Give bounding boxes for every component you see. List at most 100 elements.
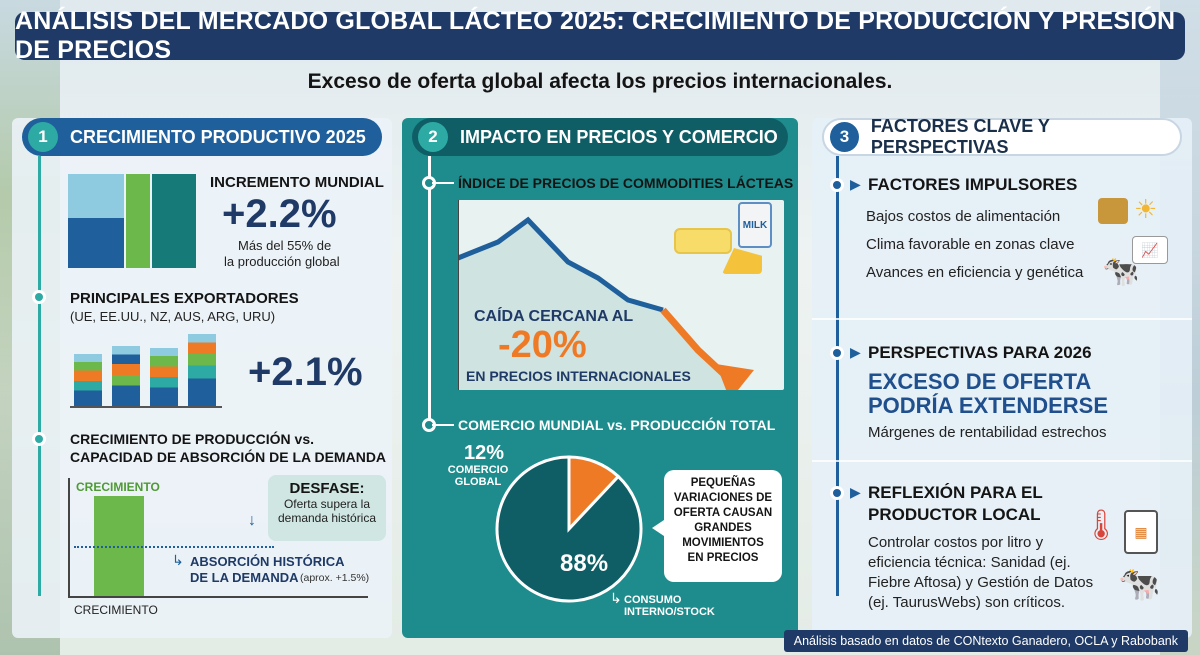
share-block-dark bbox=[68, 218, 124, 268]
timeline-dot-exporters bbox=[32, 290, 46, 304]
callout-line-6: EN PRECIOS bbox=[687, 552, 759, 564]
tablet-data-icon: ▦ bbox=[1124, 510, 1158, 554]
reflection-line-2: eficiencia técnica: Sanidad (ej. bbox=[868, 554, 1071, 571]
panel-2-header: 2 IMPACTO EN PRECIOS Y COMERCIO bbox=[412, 118, 788, 156]
domestic-share-value: 88% bbox=[560, 550, 609, 577]
volatility-callout: PEQUEÑAS VARIACIONES DE OFERTA CAUSAN GR… bbox=[664, 470, 782, 582]
price-chart-area bbox=[457, 200, 784, 400]
callout-line-5: MOVIMIENTOS bbox=[682, 537, 764, 549]
absorption-label-1: ABSORCIÓN HISTÓRICA bbox=[190, 554, 345, 569]
gap-title: DESFASE: bbox=[289, 480, 365, 497]
price-area-fill bbox=[458, 220, 738, 390]
growth-chart-icon: 📈 bbox=[1132, 236, 1168, 264]
timeline-line-3 bbox=[836, 156, 839, 596]
milk-label: MILK bbox=[742, 219, 768, 231]
exporter-bar-3 bbox=[150, 348, 178, 406]
connector-price bbox=[432, 182, 454, 184]
timeline-dot-growth bbox=[32, 432, 46, 446]
growth-title-2: CAPACIDAD DE ABSORCIÓN DE LA DEMANDA bbox=[70, 449, 387, 465]
panel-2-heading: IMPACTO EN PRECIOS Y COMERCIO bbox=[460, 126, 778, 147]
butter-icon bbox=[674, 228, 732, 254]
price-trend-chart bbox=[457, 200, 754, 400]
outlook-big-1: EXCESO DE OFERTA bbox=[868, 369, 1092, 394]
panel-prices-trade: 2 IMPACTO EN PRECIOS Y COMERCIO ÍNDICE D… bbox=[402, 118, 798, 638]
share-block-green bbox=[126, 174, 150, 268]
absorption-note: (aprox. +1.5%) bbox=[300, 572, 370, 584]
outlook-title: PERSPECTIVAS PARA 2026 bbox=[868, 343, 1092, 362]
reflection-line-1: Controlar costos por litro y bbox=[868, 534, 1044, 551]
exporters-title: PRINCIPALES EXPORTADORES bbox=[70, 290, 299, 307]
trade-title: COMERCIO MUNDIAL vs. PRODUCCIÓN TOTAL bbox=[458, 417, 776, 433]
drivers-arrow-icon: ▶ bbox=[850, 176, 861, 192]
callout-line-2: VARIACIONES DE bbox=[673, 492, 773, 504]
callout-line-1: PEQUEÑAS bbox=[690, 477, 756, 489]
price-index-title: ÍNDICE DE PRECIOS DE COMMODITIES LÁCTEAS bbox=[458, 175, 794, 191]
panel-1-number: 1 bbox=[28, 122, 58, 152]
timeline-line-2 bbox=[428, 156, 431, 426]
reflection-title-2: PRODUCTOR LOCAL bbox=[868, 505, 1041, 524]
timeline-dot-reflection bbox=[830, 486, 844, 500]
trade-label-1: COMERCIO bbox=[447, 464, 509, 476]
global-increase-value: +2.2% bbox=[222, 192, 337, 236]
outlook-arrow-icon: ▶ bbox=[850, 344, 861, 360]
exporter-baseline bbox=[70, 406, 222, 408]
absorption-label-2: DE LA DEMANDA bbox=[190, 570, 299, 585]
reflection-line-3: Fiebre Aftosa) y Gestión de Datos bbox=[868, 574, 1094, 591]
share-block-teal bbox=[152, 174, 196, 268]
sun-cloud-icon: ☀ bbox=[1134, 194, 1158, 224]
reflection-title-1: REFLEXIÓN PARA EL bbox=[868, 483, 1043, 502]
timeline-dot-outlook bbox=[830, 346, 844, 360]
milk-carton-icon: MILK bbox=[738, 202, 772, 248]
price-line-blue bbox=[457, 216, 664, 313]
driver-item-1: Bajos costos de alimentación bbox=[866, 208, 1061, 225]
section-divider-1 bbox=[812, 318, 1192, 320]
panel-1-header: 1 CRECIMIENTO PRODUCTIVO 2025 bbox=[22, 118, 382, 156]
price-drop-value: -20% bbox=[498, 324, 587, 366]
section-divider-2 bbox=[812, 460, 1192, 462]
source-footer: Análisis basado en datos de CONtexto Gan… bbox=[783, 630, 1188, 652]
growth-x-axis bbox=[68, 596, 368, 598]
reflection-arrow-icon: ▶ bbox=[850, 484, 861, 500]
drivers-title: FACTORES IMPULSORES bbox=[868, 175, 1078, 194]
panel-key-factors: 3 FACTORES CLAVE Y PERSPECTIVAS ▶ FACTOR… bbox=[812, 116, 1192, 638]
reflection-line-4: (ej. TaurusWebs) son críticos. bbox=[868, 594, 1066, 611]
exporter-bar-1 bbox=[74, 354, 102, 406]
timeline-dot-drivers bbox=[830, 178, 844, 192]
exporters-value: +2.1% bbox=[248, 350, 363, 394]
panel-2-number: 2 bbox=[418, 122, 448, 152]
panel-3-heading: FACTORES CLAVE Y PERSPECTIVAS bbox=[870, 116, 1050, 157]
panel-3-header: 3 FACTORES CLAVE Y PERSPECTIVAS bbox=[822, 116, 1182, 157]
exporters-bars-graphic bbox=[70, 334, 224, 408]
driver-item-2: Clima favorable en zonas clave bbox=[866, 236, 1075, 253]
exporter-bar-2 bbox=[112, 346, 140, 406]
driver-item-3: Avances en eficiencia y genética bbox=[866, 264, 1084, 281]
global-increase-label: INCREMENTO MUNDIAL bbox=[210, 174, 384, 191]
thermometer-icon: 🌡 bbox=[1082, 509, 1121, 542]
outlook-big-2: PODRÍA EXTENDERSE bbox=[868, 393, 1109, 418]
absorption-arrow-icon: ↳ bbox=[172, 552, 184, 568]
pie-slice-domestic bbox=[495, 455, 643, 603]
price-drop-line-1: CAÍDA CERCANA AL bbox=[474, 308, 634, 325]
gap-arrow-icon: ↓ bbox=[248, 512, 256, 529]
global-increase-note-1: Más del 55% de bbox=[238, 238, 332, 253]
exporter-bar-4 bbox=[188, 334, 216, 406]
outlook-note: Márgenes de rentabilidad estrechos bbox=[868, 424, 1107, 441]
down-arrow-icon bbox=[716, 364, 754, 400]
cow-icon-2: 🐄 bbox=[1118, 565, 1161, 603]
trade-share-label: COMERCIO GLOBAL bbox=[442, 464, 514, 488]
cow-icon-1: 🐄 bbox=[1102, 255, 1140, 288]
connector-trade bbox=[432, 424, 454, 426]
gap-line-1: Oferta supera la bbox=[283, 497, 371, 511]
page-subtitle: Exceso de oferta global afecta los preci… bbox=[307, 70, 893, 93]
trade-label-2: GLOBAL bbox=[454, 476, 502, 488]
domestic-label-1: CONSUMO bbox=[624, 594, 682, 606]
panel-3-number: 3 bbox=[830, 122, 859, 152]
exporters-list: (UE, EE.UU., NZ, AUS, ARG, URU) bbox=[70, 309, 276, 324]
gap-line-2: demanda histórica bbox=[277, 511, 377, 525]
page-title: ANÁLISIS DEL MERCADO GLOBAL LÁCTEO 2025:… bbox=[15, 7, 1185, 64]
growth-x-label: CRECIMIENTO bbox=[74, 603, 158, 617]
timeline-line bbox=[38, 156, 41, 596]
panel-1-heading: CRECIMIENTO PRODUCTIVO 2025 bbox=[70, 126, 366, 147]
domestic-connector-icon: ↳ bbox=[610, 590, 622, 606]
gap-callout: DESFASE: Oferta supera la demanda histór… bbox=[268, 475, 386, 541]
